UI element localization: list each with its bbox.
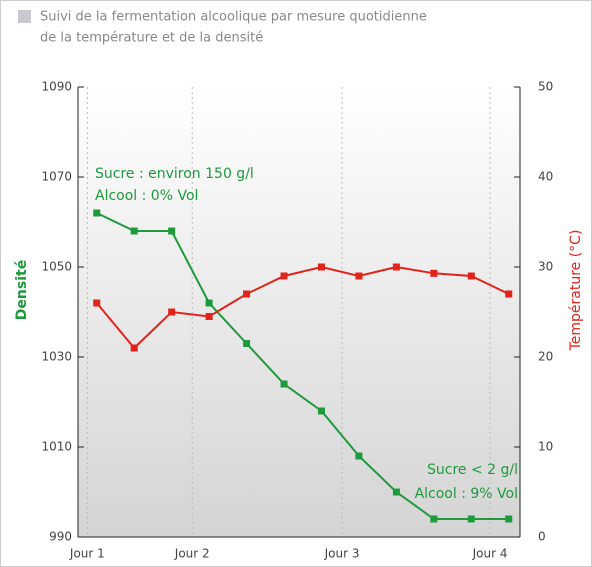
point	[467, 272, 475, 280]
y2-tick-label: 10	[538, 440, 553, 454]
point	[280, 272, 288, 280]
point	[392, 488, 400, 496]
point	[93, 299, 101, 307]
y-axis-label: Densité	[14, 260, 30, 320]
point	[505, 515, 513, 523]
point	[130, 227, 138, 235]
y-tick-label: 1050	[41, 260, 72, 274]
x-tick-label: Jour 1	[69, 547, 105, 561]
x-tick-label: Jour 4	[472, 547, 508, 561]
point	[243, 340, 251, 347]
y-tick-label: 1090	[41, 80, 72, 94]
y2-tick-label: 30	[538, 260, 553, 274]
point	[355, 272, 363, 280]
x-tick-label: Jour 3	[324, 547, 360, 561]
y2-tick-label: 50	[538, 80, 553, 94]
chart-title: Suivi de la fermentation alcoolique par …	[40, 10, 427, 25]
y-tick-label: 1070	[41, 170, 72, 184]
point	[93, 209, 101, 217]
annotation: Sucre < 2 g/l	[427, 462, 518, 478]
point	[168, 308, 176, 316]
point	[205, 313, 213, 320]
title-icon	[18, 10, 31, 23]
series-line	[96, 212, 509, 520]
annotation: Alcool : 0% Vol	[95, 188, 198, 204]
y-tick-label: 1010	[41, 440, 72, 454]
point	[317, 263, 325, 271]
point	[317, 407, 325, 415]
point	[505, 290, 513, 298]
x-tick-label: Jour 2	[174, 547, 210, 561]
plot-background	[78, 87, 520, 537]
point	[355, 452, 363, 460]
point	[467, 515, 475, 523]
y2-tick-label: 0	[538, 530, 546, 544]
point	[430, 269, 438, 277]
y2-tick-label: 20	[538, 350, 553, 364]
chart-subtitle: de la température et de la densité	[40, 31, 263, 46]
y-tick-label: 990	[49, 530, 72, 544]
annotation: Alcool : 9% Vol	[415, 486, 518, 502]
point	[430, 515, 438, 523]
point	[280, 380, 288, 388]
annotation: Sucre : environ 150 g/l	[95, 166, 254, 182]
series-line	[95, 265, 510, 350]
point	[168, 227, 176, 235]
y-tick-label: 1030	[41, 350, 72, 364]
point	[243, 290, 251, 298]
y2-axis-label: Température (°C)	[568, 230, 584, 352]
y2-tick-label: 40	[538, 170, 553, 184]
point	[130, 344, 138, 352]
point	[205, 299, 213, 307]
point	[392, 263, 400, 271]
